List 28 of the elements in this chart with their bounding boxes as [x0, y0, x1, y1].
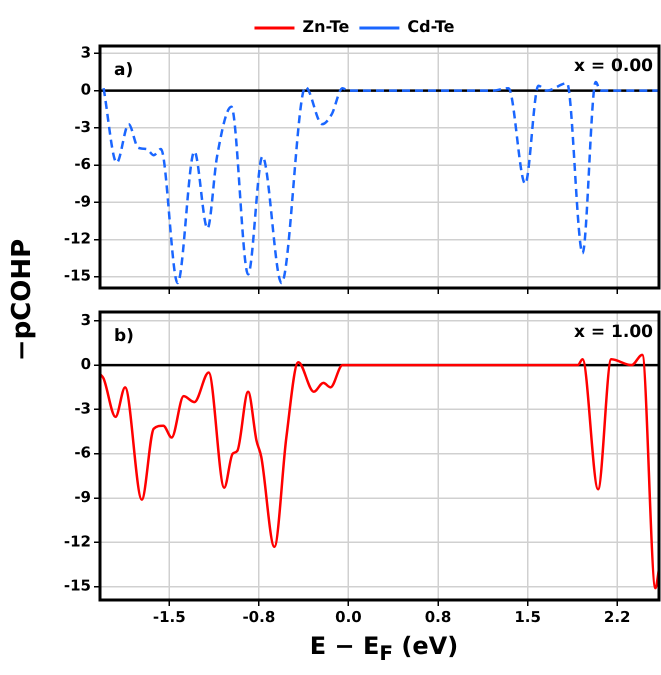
x-tick-label: 0.0	[335, 608, 362, 626]
x-axis-title: E − E$_{F}$ (eV)	[310, 632, 458, 665]
x-tick-label: 0.8	[424, 608, 452, 626]
y-tick-label: -15	[64, 266, 91, 285]
y-tick-label: -6	[74, 155, 91, 174]
y-tick-label: -12	[64, 229, 91, 248]
y-tick-label: -9	[74, 192, 91, 210]
y-axis-title: −pCOHP	[7, 238, 37, 362]
legend-label: Cd-Te	[407, 17, 455, 36]
annotation: b)	[114, 326, 134, 346]
y-tick-label: -9	[74, 488, 91, 506]
annotation: a)	[114, 60, 134, 80]
x-tick-label: 1.5	[514, 608, 541, 626]
annotation: x = 0.00	[574, 56, 654, 76]
y-tick-label: 3	[80, 43, 91, 62]
y-tick-label: -15	[64, 576, 91, 595]
y-tick-label: -3	[74, 118, 91, 136]
annotation: x = 1.00	[574, 322, 654, 342]
x-tick-label: 2.2	[604, 608, 630, 626]
y-tick-label: 0	[80, 355, 91, 374]
y-tick-label: 3	[80, 310, 91, 329]
y-tick-label: -12	[64, 532, 91, 550]
legend-label: Zn-Te	[302, 17, 350, 36]
x-tick-label: -1.5	[152, 608, 186, 626]
y-tick-label: 0	[80, 80, 91, 99]
x-tick-label: -0.8	[242, 608, 276, 626]
y-tick-label: -6	[74, 444, 91, 462]
y-tick-label: -3	[74, 399, 91, 418]
